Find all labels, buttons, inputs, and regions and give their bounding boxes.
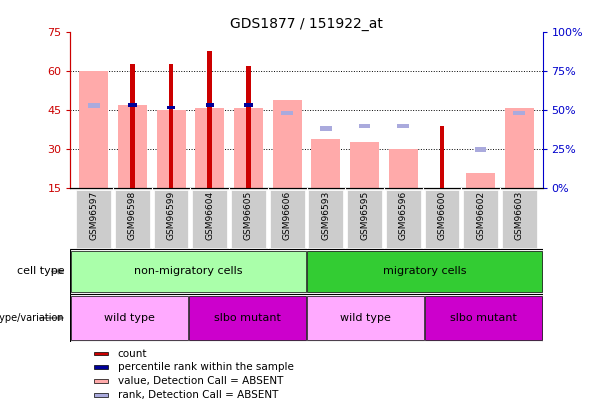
Bar [189,296,306,340]
Bar [167,106,175,109]
Bar [350,142,379,188]
Text: GSM96598: GSM96598 [128,191,137,240]
Text: percentile rank within the sample: percentile rank within the sample [118,362,294,372]
Text: genotype/variation: genotype/variation [0,313,64,323]
Bar [244,103,253,107]
Bar [192,190,227,248]
Text: GSM96604: GSM96604 [205,191,215,240]
Bar [246,66,251,188]
Bar [231,190,266,248]
Bar [270,190,305,248]
Text: GSM96600: GSM96600 [438,191,446,240]
Bar [71,296,188,340]
Text: GSM96605: GSM96605 [244,191,253,240]
Bar [128,103,137,107]
Bar [205,103,214,107]
Text: GSM96596: GSM96596 [398,191,408,240]
Text: wild type: wild type [340,313,391,323]
Bar [76,190,111,248]
Bar [311,139,340,188]
Bar [425,190,459,248]
Bar [359,124,370,128]
Text: GSM96593: GSM96593 [321,191,330,240]
Bar [307,251,542,292]
Bar [169,64,173,188]
Text: slbo mutant: slbo mutant [214,313,281,323]
Bar [273,100,302,188]
Bar [425,296,542,340]
Bar [118,105,147,188]
Text: count: count [118,349,147,358]
Bar [502,190,537,248]
Text: slbo mutant: slbo mutant [450,313,517,323]
Bar [475,147,486,152]
Text: GSM96606: GSM96606 [283,191,292,240]
Text: non-migratory cells: non-migratory cells [134,266,243,276]
Bar [397,124,409,128]
Bar [440,126,444,188]
Bar [154,190,189,248]
Bar [94,393,109,397]
Bar [94,352,109,356]
Text: GSM96599: GSM96599 [167,191,175,240]
Title: GDS1877 / 151922_at: GDS1877 / 151922_at [230,17,383,31]
Bar [463,190,498,248]
Text: value, Detection Call = ABSENT: value, Detection Call = ABSENT [118,376,283,386]
Bar [94,379,109,383]
Bar [79,71,109,188]
Text: GSM96603: GSM96603 [515,191,524,240]
Text: GSM96602: GSM96602 [476,191,485,240]
Bar [207,51,212,188]
Bar [94,365,109,369]
Bar [320,126,332,131]
Bar [504,108,534,188]
Bar [88,103,99,107]
Text: GSM96597: GSM96597 [89,191,98,240]
Bar [115,190,150,248]
Bar [71,251,306,292]
Bar [308,190,343,248]
Bar [196,108,224,188]
Text: cell type: cell type [17,266,64,276]
Bar [386,190,421,248]
Bar [234,108,263,188]
Bar [130,64,135,188]
Bar [514,111,525,115]
Bar [347,190,382,248]
Text: wild type: wild type [104,313,155,323]
Bar [156,110,186,188]
Bar [466,173,495,188]
Bar [281,111,293,115]
Text: rank, Detection Call = ABSENT: rank, Detection Call = ABSENT [118,390,278,400]
Text: GSM96595: GSM96595 [360,191,369,240]
Text: migratory cells: migratory cells [383,266,466,276]
Bar [389,149,417,188]
Bar [307,296,424,340]
